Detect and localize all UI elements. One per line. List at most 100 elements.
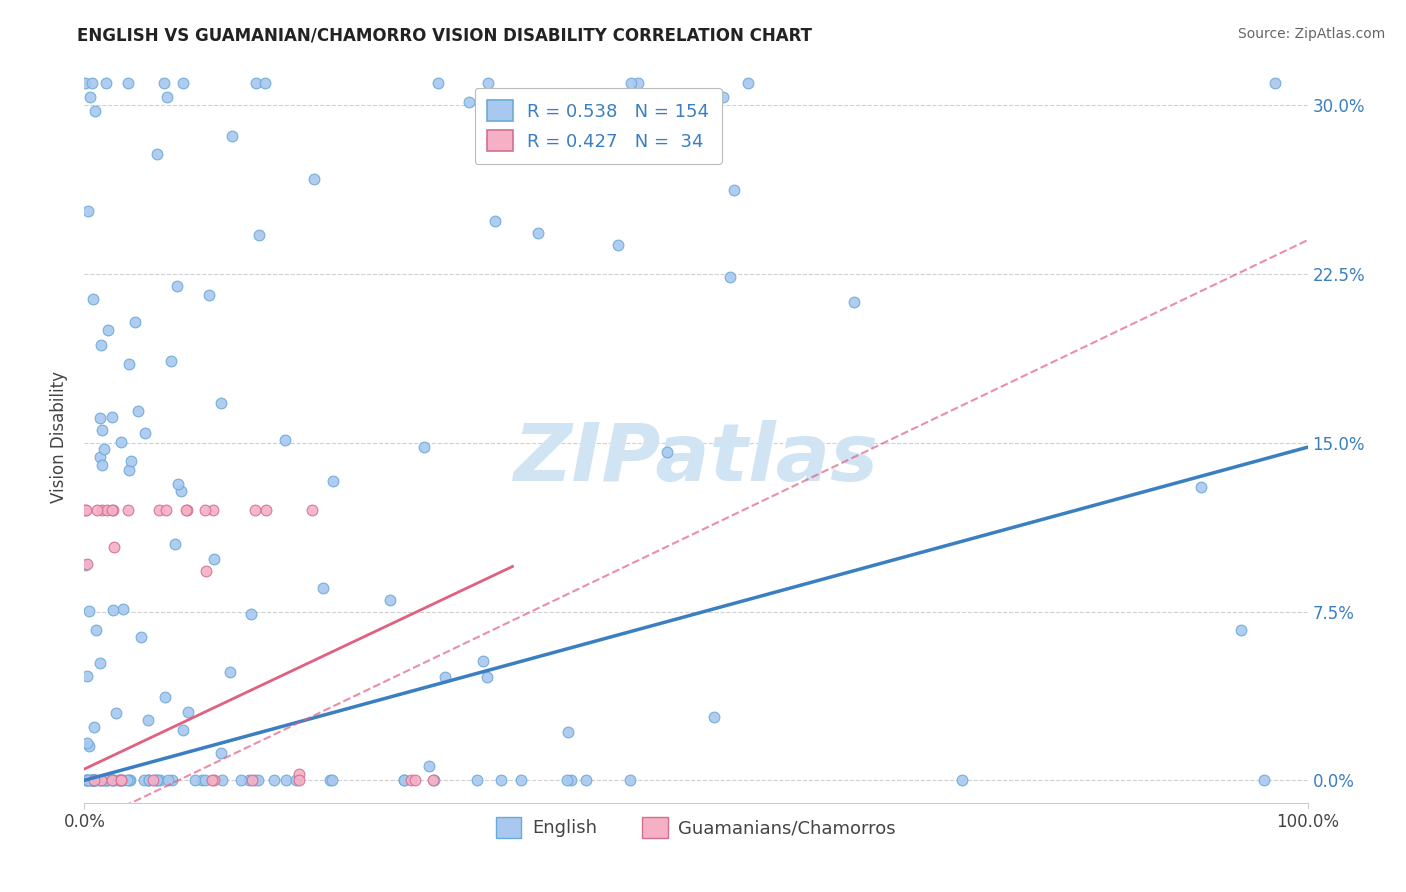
Point	[77, 773, 100, 788]
Point	[239, 607, 262, 621]
Point	[143, 773, 166, 788]
Point	[83, 773, 105, 788]
Point	[136, 773, 159, 788]
Point	[86, 503, 108, 517]
Point	[321, 773, 343, 788]
Point	[145, 773, 167, 788]
Point	[274, 773, 297, 788]
Point	[118, 357, 141, 371]
Point	[97, 323, 120, 337]
Point	[711, 90, 734, 104]
Point	[111, 602, 134, 616]
Point	[202, 551, 225, 566]
Point	[160, 773, 183, 788]
Point	[84, 773, 107, 788]
Point	[134, 773, 156, 788]
Point	[183, 773, 205, 788]
Point	[243, 503, 266, 517]
Point	[76, 557, 98, 571]
Point	[79, 773, 101, 788]
Point	[90, 773, 112, 788]
Point	[477, 670, 499, 684]
Point	[737, 76, 759, 90]
Point	[152, 76, 174, 90]
Point	[142, 773, 165, 788]
Point	[79, 90, 101, 104]
Point	[76, 773, 98, 788]
Point	[399, 773, 422, 788]
Point	[607, 238, 630, 252]
Point	[157, 773, 180, 788]
Point	[83, 720, 105, 734]
Point	[510, 773, 533, 788]
Point	[76, 669, 98, 683]
Point	[418, 758, 440, 772]
Point	[118, 463, 141, 477]
Point	[465, 773, 488, 788]
Point	[1264, 76, 1286, 90]
Point	[110, 434, 132, 449]
Point	[110, 773, 132, 788]
Point	[194, 773, 217, 788]
Point	[423, 773, 446, 788]
Point	[117, 503, 139, 517]
Point	[138, 773, 160, 788]
Point	[77, 204, 100, 219]
Point	[165, 537, 187, 551]
Text: ENGLISH VS GUAMANIAN/CHAMORRO VISION DISABILITY CORRELATION CHART: ENGLISH VS GUAMANIAN/CHAMORRO VISION DIS…	[77, 27, 813, 45]
Point	[101, 603, 124, 617]
Point	[245, 76, 267, 90]
Point	[302, 172, 325, 186]
Point	[75, 503, 97, 517]
Point	[221, 128, 243, 143]
Point	[75, 773, 97, 788]
Point	[288, 773, 311, 788]
Point	[110, 773, 132, 788]
Point	[427, 76, 450, 90]
Point	[319, 773, 342, 788]
Point	[560, 773, 582, 788]
Point	[156, 89, 179, 103]
Point	[471, 654, 494, 668]
Point	[172, 723, 194, 737]
Point	[84, 773, 107, 788]
Point	[285, 773, 308, 788]
Point	[127, 404, 149, 418]
Point	[103, 540, 125, 554]
Point	[209, 396, 232, 410]
Point	[412, 440, 434, 454]
Point	[129, 630, 152, 644]
Point	[619, 76, 641, 90]
Point	[176, 503, 198, 517]
Point	[90, 338, 112, 352]
Point	[136, 714, 159, 728]
Point	[96, 503, 118, 517]
Point	[124, 315, 146, 329]
Point	[101, 773, 124, 788]
Point	[89, 450, 111, 465]
Point	[77, 739, 100, 753]
Point	[263, 773, 285, 788]
Point	[378, 592, 401, 607]
Point	[104, 706, 127, 720]
Point	[108, 773, 131, 788]
Point	[555, 773, 578, 788]
Point	[477, 76, 499, 90]
Point	[167, 476, 190, 491]
Point	[146, 773, 169, 788]
Point	[274, 433, 297, 447]
Point	[83, 773, 105, 788]
Point	[96, 773, 118, 788]
Point	[229, 773, 252, 788]
Point	[96, 773, 118, 788]
Point	[107, 773, 129, 788]
Point	[174, 503, 197, 517]
Point	[201, 503, 224, 517]
Point	[76, 736, 98, 750]
Point	[87, 773, 110, 788]
Point	[484, 214, 506, 228]
Point	[191, 773, 214, 788]
Legend: English, Guamanians/Chamorros: English, Guamanians/Chamorros	[489, 810, 903, 845]
Point	[1230, 623, 1253, 637]
Point	[322, 474, 344, 488]
